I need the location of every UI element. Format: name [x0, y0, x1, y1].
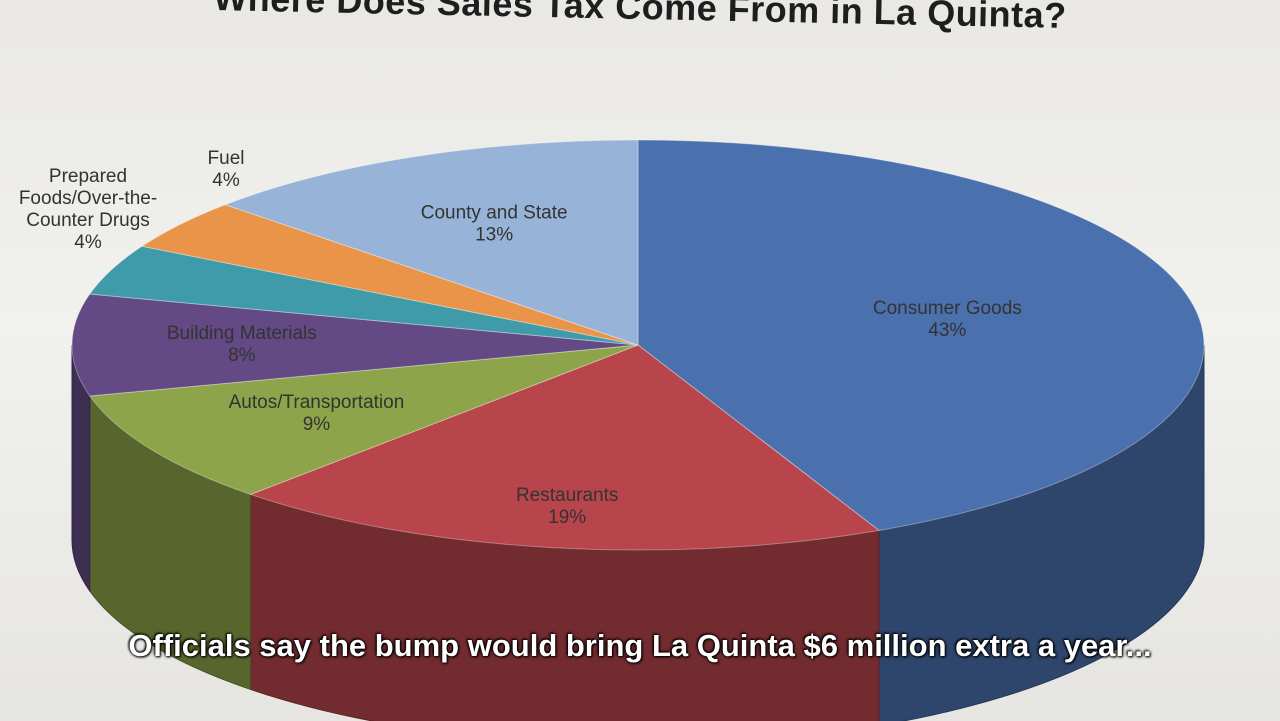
slice-category: Building Materials	[167, 323, 317, 344]
slice-value: 4%	[212, 170, 240, 191]
slice-value: 8%	[228, 345, 256, 366]
slice-category: Counter Drugs	[26, 210, 150, 231]
pie-slice-building-materials	[71, 293, 639, 397]
slice-category: Autos/Transportation	[229, 392, 405, 413]
slice-value: 4%	[74, 232, 102, 253]
pie-slice-consumer-goods	[637, 139, 1205, 532]
slice-value: 43%	[928, 320, 966, 341]
pie-slice-county-and-state	[223, 139, 639, 346]
slice-category: County and State	[421, 203, 568, 224]
slice-category: Foods/Over-the-	[19, 188, 157, 209]
pie-slice-prepared-foods-over-the-counter-drugs	[88, 245, 639, 346]
slice-category: Restaurants	[516, 485, 618, 506]
slice-category: Consumer Goods	[873, 298, 1022, 319]
slice-value: 19%	[548, 507, 586, 528]
slice-value: 9%	[303, 414, 331, 435]
slice-category: Prepared	[49, 166, 127, 187]
pie-slice-autos-transportation	[88, 344, 639, 495]
pie-side-consumer-goods	[878, 344, 1205, 721]
pie-slice-restaurants	[249, 344, 881, 551]
slice-value: 13%	[475, 225, 513, 246]
pie-slice-fuel	[140, 204, 639, 346]
slice-category: Fuel	[208, 148, 245, 169]
video-caption: Officials say the bump would bring La Qu…	[128, 628, 1152, 663]
